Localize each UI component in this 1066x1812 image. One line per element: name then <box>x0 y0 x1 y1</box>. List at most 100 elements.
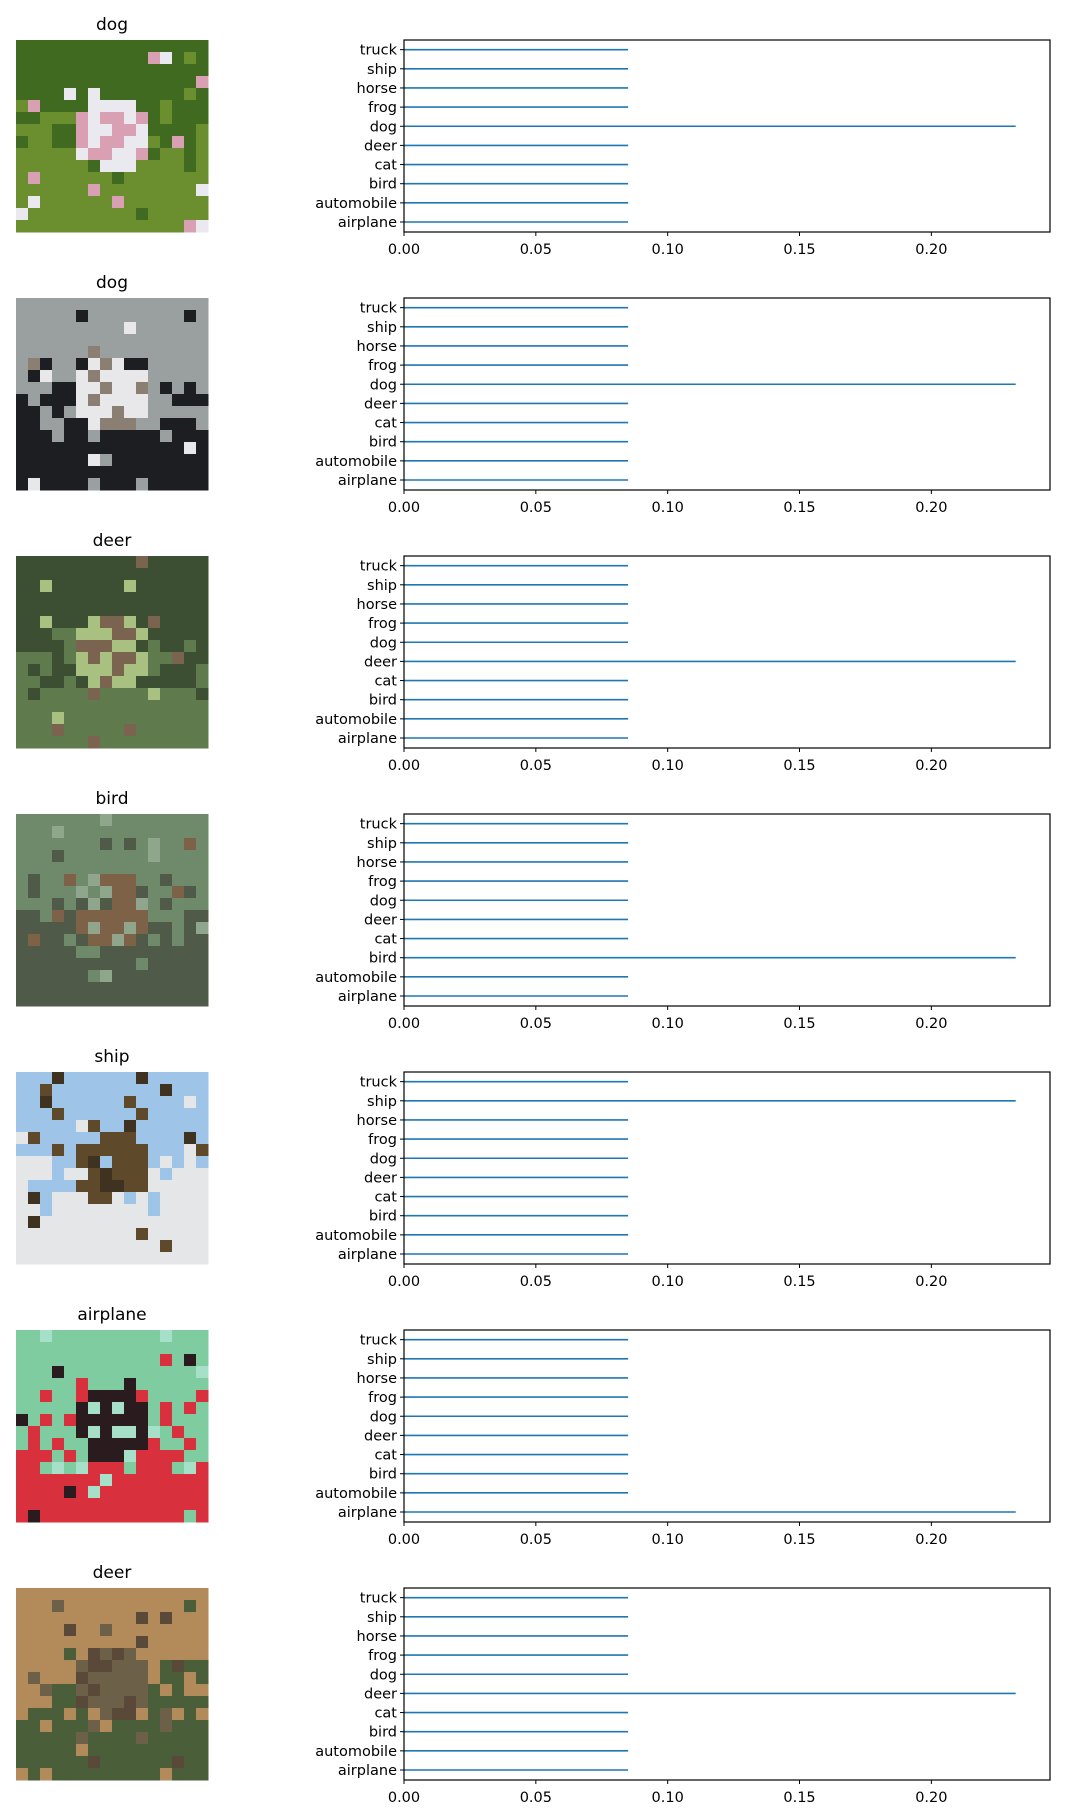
image-pixel <box>100 1672 113 1685</box>
image-pixel <box>196 1588 209 1601</box>
image-pixel <box>16 418 29 431</box>
image-pixel <box>40 1624 53 1637</box>
image-pixel <box>16 220 29 233</box>
image-pixel <box>172 688 185 701</box>
image-pixel <box>112 1180 125 1193</box>
image-pixel <box>196 982 209 995</box>
image-pixel <box>172 478 185 491</box>
image-pixel <box>16 1342 29 1355</box>
bar-chart: airplaneautomobilebirdcatdeerdogfroghors… <box>315 1329 1051 1548</box>
image-pixel <box>52 922 65 935</box>
image-pixel <box>196 1402 209 1415</box>
image-pixel <box>52 850 65 863</box>
image-pixel <box>172 1402 185 1415</box>
image-pixel <box>148 112 161 125</box>
image-pixel <box>148 172 161 185</box>
image-pixel <box>160 370 173 383</box>
image-pixel <box>64 1648 77 1661</box>
image-pixel <box>160 1216 173 1229</box>
x-tick-label: 0.20 <box>915 1532 947 1548</box>
image-pixel <box>100 1624 113 1637</box>
image-pixel <box>64 184 77 197</box>
image-pixel <box>88 1354 101 1367</box>
image-pixel <box>52 958 65 971</box>
image-pixel <box>136 994 149 1007</box>
y-tick-label: deer <box>364 1686 397 1702</box>
image-pixel <box>52 1660 65 1673</box>
image-pixel <box>196 1672 209 1685</box>
image-pixel <box>184 76 197 89</box>
image-pixel <box>52 910 65 923</box>
image-pixel <box>124 958 137 971</box>
image-pixel <box>28 1720 41 1733</box>
image-pixel <box>148 886 161 899</box>
image-pixel <box>76 1588 89 1601</box>
image-pixel <box>100 394 113 407</box>
image-pixel <box>196 1708 209 1721</box>
bar-chart: airplaneautomobilebirdcatdeerdogfroghors… <box>315 555 1051 774</box>
image-pixel <box>172 1252 185 1265</box>
y-tick-label: bird <box>369 1209 397 1225</box>
image-pixel <box>16 1168 29 1181</box>
image-pixel <box>52 1624 65 1637</box>
image-pixel <box>184 886 197 899</box>
image-pixel <box>64 1744 77 1757</box>
image-pixel <box>100 52 113 65</box>
image-pixel <box>88 1684 101 1697</box>
image-pixel <box>28 1192 41 1205</box>
image-pixel <box>172 184 185 197</box>
image-pixel <box>16 466 29 479</box>
image-pixel <box>52 1402 65 1415</box>
image-pixel <box>124 370 137 383</box>
image-pixel <box>172 1720 185 1733</box>
image-pixel <box>124 850 137 863</box>
image-pixel <box>16 310 29 323</box>
image-pixel <box>148 1510 161 1523</box>
image-pixel <box>160 898 173 911</box>
image-pixel <box>148 688 161 701</box>
image-pixel <box>40 1660 53 1673</box>
y-tick-label: bird <box>369 951 397 967</box>
image-pixel <box>40 874 53 887</box>
y-tick-label: truck <box>360 1333 398 1349</box>
image-pixel <box>88 652 101 665</box>
image-pixel <box>112 592 125 605</box>
image-pixel <box>112 1390 125 1403</box>
image-pixel <box>88 334 101 347</box>
image-pixel <box>172 838 185 851</box>
image-pixel <box>100 814 113 827</box>
image-pixel <box>40 88 53 101</box>
x-tick-label: 0.20 <box>915 758 947 774</box>
image-pixel <box>136 1708 149 1721</box>
image-pixel <box>88 1612 101 1625</box>
image-pixel <box>136 1720 149 1733</box>
image-pixel <box>88 1474 101 1487</box>
image-pixel <box>184 1708 197 1721</box>
image-pixel <box>184 172 197 185</box>
image-pixel <box>184 100 197 113</box>
image-pixel <box>16 346 29 359</box>
image-pixel <box>100 40 113 53</box>
image-pixel <box>148 616 161 629</box>
y-tick-label: frog <box>368 1648 397 1664</box>
image-pixel <box>112 874 125 887</box>
image-pixel <box>184 184 197 197</box>
image-pixel <box>136 556 149 569</box>
image-pixel <box>16 184 29 197</box>
image-pixel <box>124 1648 137 1661</box>
image-pixel <box>124 1390 137 1403</box>
row-4: birdairplaneautomobilebirdcatdeerdogfrog… <box>16 789 1051 1032</box>
image-pixel <box>136 970 149 983</box>
image-thumbnail <box>16 1588 209 1781</box>
image-pixel <box>112 1366 125 1379</box>
image-pixel <box>196 1756 209 1769</box>
image-pixel <box>28 700 41 713</box>
x-tick-label: 0.00 <box>388 1016 420 1032</box>
image-pixel <box>112 1192 125 1205</box>
image-pixel <box>172 172 185 185</box>
image-pixel <box>16 112 29 125</box>
image-pixel <box>52 442 65 455</box>
image-pixel <box>88 1216 101 1229</box>
image-pixel <box>172 1624 185 1637</box>
image-pixel <box>112 64 125 77</box>
